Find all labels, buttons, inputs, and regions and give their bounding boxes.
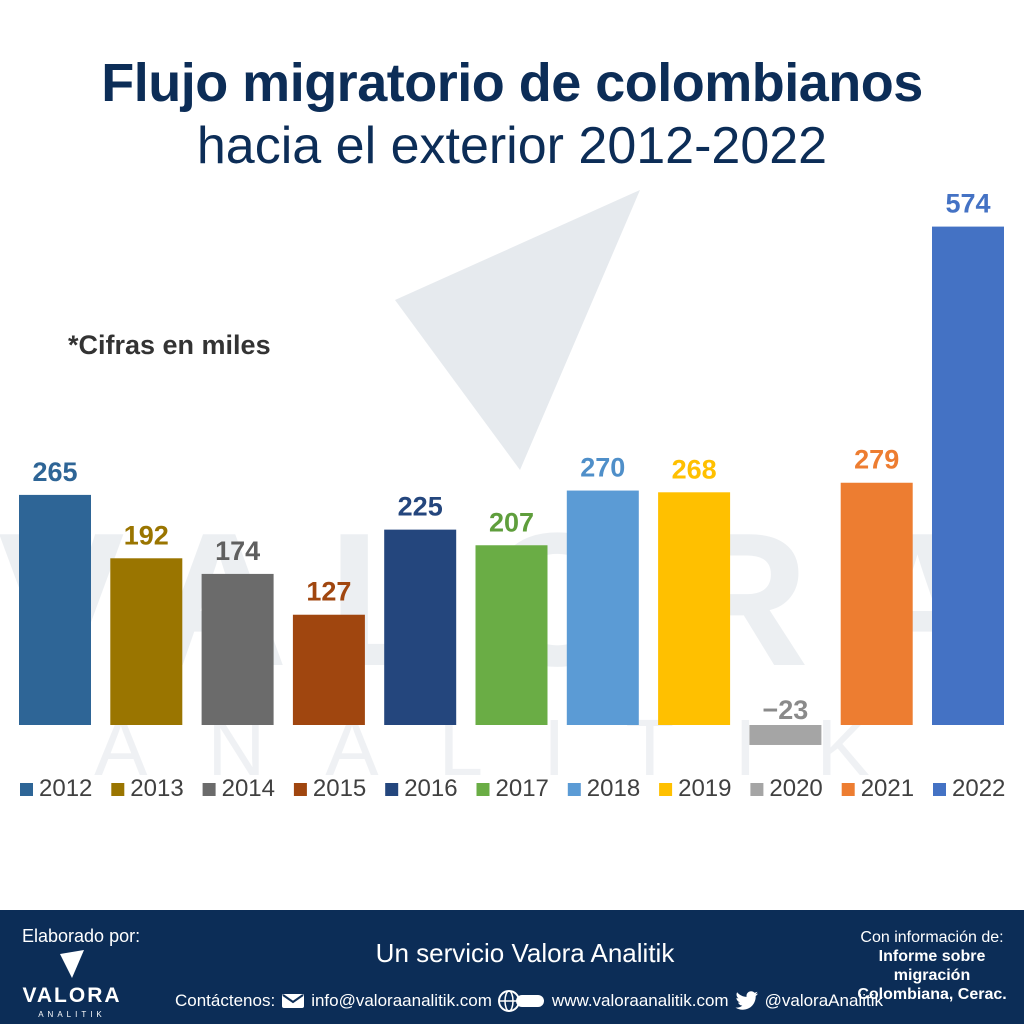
data-label-2022: 574 [945, 189, 990, 219]
logo-sub: ANALITIK [38, 1010, 106, 1019]
legend-swatch-2014 [202, 783, 216, 796]
service-text: Un servicio Valora Analitik [375, 938, 675, 968]
data-label-2012: 265 [32, 457, 77, 487]
data-label-2015: 127 [306, 577, 351, 607]
bar-2021 [840, 482, 913, 725]
contact-twitter[interactable]: @valoraAnalitik [764, 991, 883, 1010]
data-label-2019: 268 [672, 454, 717, 484]
bar-2019 [658, 492, 731, 725]
legend-swatch-2016 [385, 783, 399, 796]
contact-row: Contáctenos: info@valoraanalitik.com www… [175, 990, 883, 1012]
legend-label-2017: 2017 [496, 775, 549, 802]
mail-icon [282, 994, 305, 1008]
footer: Elaborado por: VALORA ANALITIK Un servic… [0, 910, 1024, 1024]
chart-subtitle: hacia el exterior 2012-2022 [196, 117, 828, 175]
bar-2014 [201, 573, 274, 725]
twitter-icon [735, 991, 758, 1010]
legend-swatch-2019 [659, 783, 673, 796]
data-label-2018: 270 [580, 453, 625, 483]
legend-label-2020: 2020 [769, 775, 822, 802]
legend-swatch-2017 [476, 783, 490, 796]
data-label-2014: 174 [215, 536, 260, 566]
contact-web[interactable]: www.valoraanalitik.com [551, 991, 729, 1010]
bar-2012 [19, 494, 91, 725]
legend-label-2012: 2012 [39, 775, 92, 802]
logo-text: VALORA [22, 984, 122, 1007]
legend-label-2013: 2013 [130, 775, 183, 802]
data-label-2021: 279 [854, 445, 899, 475]
legend-label-2016: 2016 [404, 775, 457, 802]
source-text: Informe sobre migración Colombiana, Cera… [857, 948, 1007, 1003]
legend-swatch-2013 [111, 783, 125, 796]
legend-label-2022: 2022 [952, 775, 1005, 802]
legend-label-2021: 2021 [861, 775, 914, 802]
legend-swatch-2021 [841, 783, 855, 796]
legend-swatch-2015 [293, 783, 307, 796]
bar-2018 [566, 490, 639, 725]
legend-label-2019: 2019 [678, 775, 731, 802]
logo-icon [60, 950, 84, 978]
data-label-2020: −23 [762, 695, 808, 725]
source-block: Con información de: Informe sobre migrac… [852, 928, 1012, 1004]
watermark-logo-shape [395, 190, 640, 470]
bar-2020 [749, 725, 822, 745]
contact-email[interactable]: info@valoraanalitik.com [311, 991, 492, 1010]
elaborado-label: Elaborado por: [22, 926, 141, 946]
legend-swatch-2012 [20, 783, 33, 796]
source-label: Con información de: [860, 929, 1004, 946]
bar-chart: 265 192 174 127 225 207 270 268 −23 279 574 2012 201… [19, 189, 1005, 802]
legend-label-2014: 2014 [222, 775, 275, 802]
legend-label-2015: 2015 [313, 775, 366, 802]
legend-swatch-2022 [933, 783, 946, 796]
bar-2017 [475, 545, 548, 725]
units-note: *Cifras en miles [68, 330, 271, 360]
data-label-2017: 207 [489, 507, 534, 537]
data-label-2013: 192 [124, 520, 169, 550]
bar-2022 [932, 226, 1004, 725]
data-label-2016: 225 [398, 492, 443, 522]
web-icon [497, 990, 544, 1012]
legend-swatch-2020 [750, 783, 764, 796]
legend-swatch-2018 [567, 783, 581, 796]
brand-logo: VALORA ANALITIK [22, 950, 122, 1020]
legend-label-2018: 2018 [587, 775, 640, 802]
contact-label: Contáctenos: [175, 991, 276, 1010]
bar-2015 [292, 614, 365, 725]
bar-2016 [384, 529, 457, 725]
bar-2013 [110, 558, 183, 725]
chart-title: Flujo migratorio de colombianos [101, 53, 923, 113]
